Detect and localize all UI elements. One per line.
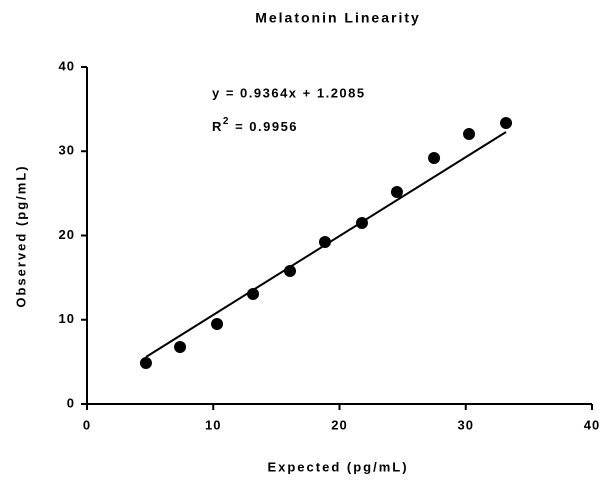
x-axis-label: Expected (pg/mL) bbox=[267, 459, 408, 474]
y-tick-label: 20 bbox=[59, 227, 75, 242]
x-tick-label: 0 bbox=[83, 417, 91, 432]
x-tick-label: 10 bbox=[205, 417, 221, 432]
data-point bbox=[428, 151, 441, 164]
r-squared-sup: 2 bbox=[223, 116, 230, 127]
x-tick-label: 40 bbox=[584, 417, 600, 432]
y-tick-label: 0 bbox=[67, 395, 75, 410]
data-point bbox=[318, 235, 331, 248]
x-tick-label: 20 bbox=[331, 417, 347, 432]
data-point bbox=[463, 127, 476, 140]
data-point bbox=[211, 317, 224, 330]
data-point bbox=[247, 287, 260, 300]
y-tick-label: 40 bbox=[59, 58, 75, 73]
y-axis-label: Observed (pg/mL) bbox=[13, 164, 28, 307]
r-squared: R2 = 0.9956 bbox=[212, 116, 298, 135]
r-squared-base: R bbox=[212, 119, 223, 134]
data-point bbox=[355, 217, 368, 230]
data-point bbox=[500, 117, 513, 130]
r-squared-rest: = 0.9956 bbox=[230, 119, 298, 134]
data-point bbox=[390, 186, 403, 199]
fit-equation: y = 0.9364x + 1.2085 bbox=[212, 85, 366, 100]
y-tick-label: 30 bbox=[59, 143, 75, 158]
data-point bbox=[174, 340, 187, 353]
y-tick-label: 10 bbox=[59, 311, 75, 326]
data-point bbox=[284, 264, 297, 277]
data-point bbox=[139, 356, 152, 369]
x-tick-label: 30 bbox=[458, 417, 474, 432]
chart-title: Melatonin Linearity bbox=[255, 10, 421, 26]
